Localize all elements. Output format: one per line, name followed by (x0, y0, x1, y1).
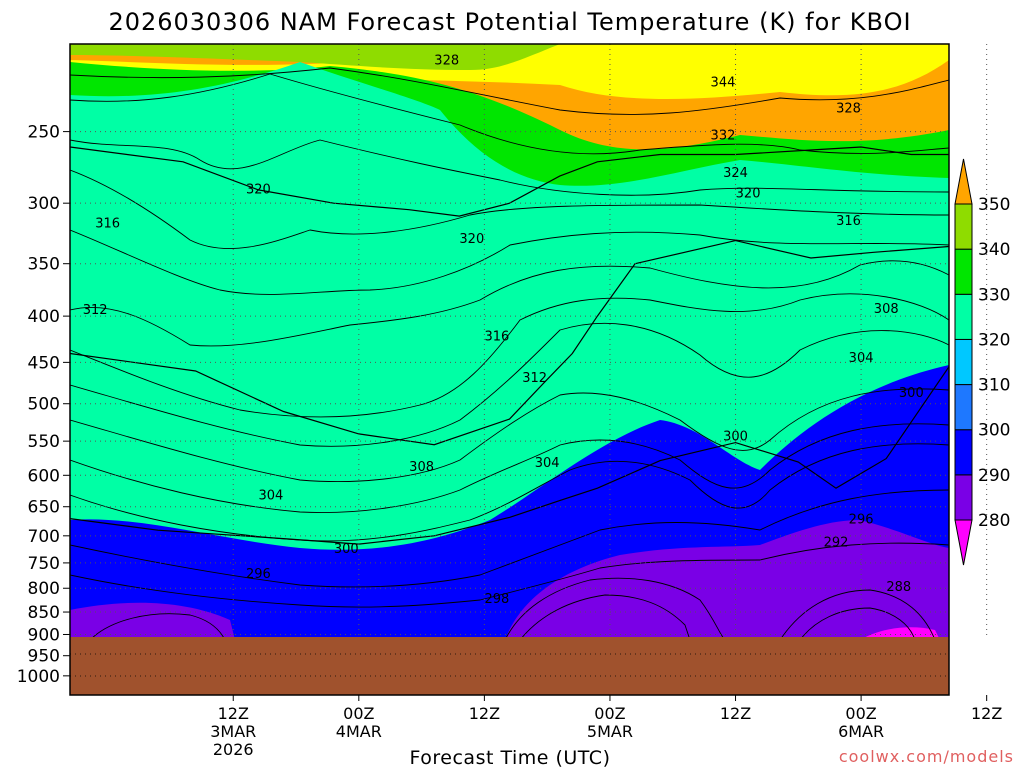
contour-label-0: 328 (434, 53, 459, 68)
y-tick-label-800: 800 (28, 579, 60, 599)
contour-label-2: 328 (836, 101, 861, 116)
contour-label-6: 320 (246, 183, 271, 198)
band-under-280 (860, 627, 940, 640)
contour-label-5: 320 (736, 187, 761, 202)
colorbar-under-arrow (954, 519, 973, 566)
x-tick-label-5-1: 6MAR (838, 722, 884, 741)
colorbar-label-340: 340 (978, 240, 1010, 260)
contour-label-19: 304 (259, 488, 284, 503)
contour-label-21: 296 (849, 513, 874, 528)
x-tick-label-4-0: 12Z (720, 704, 751, 723)
y-tick-label-250: 250 (28, 123, 60, 143)
colorbar-label-320: 320 (978, 330, 1010, 350)
contour-label-10: 312 (83, 303, 108, 318)
contour-label-9: 316 (836, 214, 861, 229)
y-tick-label-600: 600 (28, 466, 60, 486)
isentrope-310 (70, 239, 949, 446)
y-tick-label-400: 400 (28, 307, 60, 327)
contour-label-8: 320 (459, 232, 484, 247)
contour-label-1: 344 (711, 75, 736, 90)
y-tick-label-500: 500 (28, 395, 60, 415)
contour-label-16: 300 (723, 429, 748, 444)
y-tick-label-650: 650 (28, 498, 60, 518)
isentrope-320 (70, 146, 949, 217)
x-tick-label-0-0: 12Z (218, 704, 249, 723)
contour-label-15: 300 (899, 386, 924, 401)
y-tick-label-950: 950 (28, 647, 60, 667)
band-340-350 (70, 44, 949, 100)
colorbar: 280 290 300 310 320 330 340 350 (954, 158, 1010, 566)
contour-label-22: 292 (824, 535, 849, 550)
colorbar-band-280 (954, 474, 973, 521)
surface-ground (70, 637, 949, 695)
contour-label-23: 296 (246, 567, 271, 582)
contour-label-13: 312 (522, 371, 547, 386)
y-tick-label-300: 300 (28, 194, 60, 214)
x-tick-label-3-1: 5MAR (587, 722, 633, 741)
x-tick-label-1-0: 00Z (343, 704, 374, 723)
y-tick-label-350: 350 (28, 255, 60, 275)
colorbar-band-300 (954, 384, 973, 431)
contour-label-4: 324 (723, 166, 748, 181)
y-tick-label-550: 550 (28, 432, 60, 452)
contour-label-25: 288 (886, 580, 911, 595)
band-330-340b (70, 44, 560, 70)
chart-title: 2026030306 NAM Forecast Potential Temper… (108, 8, 911, 36)
colorbar-band-330 (954, 248, 973, 295)
colorbar-band-320 (954, 293, 973, 340)
contour-label-24: 298 (485, 592, 510, 607)
x-tick-label-1-1: 4MAR (336, 722, 382, 741)
colorbar-band-310 (954, 338, 973, 386)
colorbar-label-300: 300 (978, 421, 1010, 441)
contour-label-18: 304 (535, 456, 560, 471)
colorbar-band-290 (954, 429, 973, 476)
colorbar-over-arrow (954, 158, 973, 205)
contour-label-11: 316 (485, 329, 510, 344)
y-tick-label-900: 900 (28, 625, 60, 645)
colorbar-band-340 (954, 203, 973, 250)
plot-area (70, 44, 949, 695)
y-tick-label-1000: 1000 (17, 667, 60, 687)
colorbar-label-310: 310 (978, 376, 1010, 396)
contour-label-7: 316 (95, 216, 120, 231)
colorbar-label-280: 280 (978, 511, 1010, 531)
colorbar-label-350: 350 (978, 195, 1010, 215)
contour-label-17: 308 (409, 460, 434, 475)
x-axis-label: Forecast Time (UTC) (410, 747, 611, 768)
x-tick-label-0-2: 2026 (213, 740, 254, 759)
contour-labels: 328 344 328 332 324 320 320 316 320 316 312 316 308 3… (83, 53, 924, 607)
x-tick-label-6-0: 12Z (971, 704, 1002, 723)
x-tick-label-0-1: 3MAR (210, 722, 256, 741)
contour-label-12: 308 (874, 302, 899, 317)
x-tick-label-5-0: 00Z (845, 704, 876, 723)
y-tick-label-750: 750 (28, 554, 60, 574)
credit-text: coolwx.com/models (839, 747, 1014, 766)
y-tick-label-450: 450 (28, 353, 60, 373)
y-tick-label-850: 850 (28, 603, 60, 623)
contour-label-20: 300 (334, 542, 359, 557)
x-tick-label-2-0: 12Z (469, 704, 500, 723)
y-tick-label-700: 700 (28, 527, 60, 547)
contour-label-3: 332 (711, 129, 736, 144)
decorative-isolines (70, 67, 949, 641)
plot-frame (69, 43, 950, 696)
x-tick-label-3-0: 00Z (594, 704, 625, 723)
y-axis: 2503003504004505005506006507007508008509… (17, 123, 70, 687)
colorbar-label-290: 290 (978, 466, 1010, 486)
colorbar-label-330: 330 (978, 285, 1010, 305)
contour-label-14: 304 (849, 351, 874, 366)
